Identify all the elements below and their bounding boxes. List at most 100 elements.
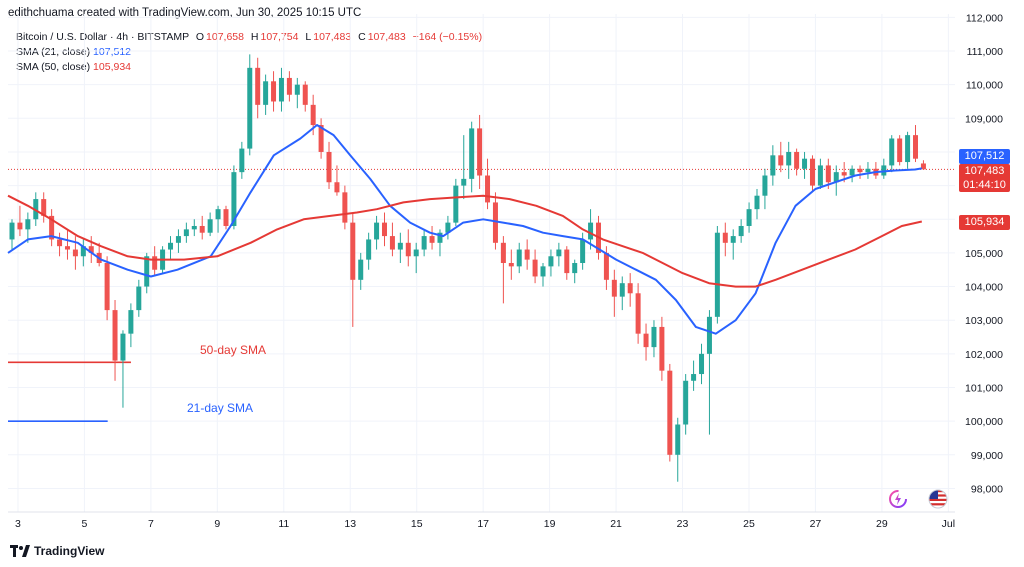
candle-body bbox=[833, 172, 839, 183]
annotation-lines bbox=[8, 361, 131, 422]
candle-body bbox=[809, 158, 815, 186]
candle bbox=[112, 300, 118, 381]
candle bbox=[532, 249, 538, 284]
candle-body bbox=[445, 222, 451, 233]
price-tick-label: 110,000 bbox=[966, 80, 1003, 92]
candle-body bbox=[104, 263, 110, 311]
candle bbox=[469, 121, 475, 193]
candle bbox=[643, 323, 649, 361]
replay-icon bbox=[889, 490, 907, 508]
candle-body bbox=[683, 380, 689, 425]
candle bbox=[374, 215, 380, 250]
candle-body bbox=[516, 249, 522, 267]
tradingview-footer[interactable]: TradingView bbox=[10, 544, 104, 558]
candle-body bbox=[722, 232, 728, 243]
candle-body bbox=[786, 151, 792, 166]
candle-body bbox=[358, 259, 364, 280]
candle-body bbox=[817, 165, 823, 186]
date-tick-label: 27 bbox=[810, 518, 822, 530]
candle bbox=[651, 320, 657, 358]
chart-grid bbox=[8, 14, 955, 513]
price-tick-label: 103,000 bbox=[965, 315, 1003, 327]
date-tick-label: 13 bbox=[344, 518, 356, 530]
creator-attribution: edithchuama created with TradingView.com… bbox=[8, 7, 362, 19]
candle-body bbox=[128, 310, 134, 334]
candle bbox=[41, 192, 47, 223]
candle-body bbox=[41, 199, 47, 216]
candle bbox=[794, 148, 800, 176]
date-tick-label: 19 bbox=[544, 518, 556, 530]
candle bbox=[746, 202, 752, 233]
candle-body bbox=[136, 286, 142, 311]
candle bbox=[540, 263, 546, 287]
price-axis: 98,000 99,000 100,000 101,000 102,000 103,000… bbox=[965, 12, 1003, 495]
candle bbox=[49, 209, 55, 247]
legend-sma21-row[interactable]: SMA (21, close) 107,512 bbox=[16, 46, 131, 58]
candle-body bbox=[461, 178, 467, 186]
date-tick-label: 9 bbox=[214, 518, 220, 530]
candle bbox=[429, 225, 435, 250]
candle-body bbox=[588, 222, 594, 240]
candle bbox=[572, 259, 578, 284]
sma21-price-tag: 107,512 bbox=[959, 149, 1010, 164]
candle-body bbox=[183, 229, 189, 237]
candle-body bbox=[223, 209, 229, 226]
symbol-name[interactable]: Bitcoin / U.S. Dollar · 4h · BITSTAMP bbox=[16, 31, 189, 43]
candle-body bbox=[239, 148, 245, 173]
candle-body bbox=[215, 209, 221, 220]
candle bbox=[88, 236, 94, 263]
candle bbox=[619, 276, 625, 311]
sma21-value: 107,512 bbox=[93, 46, 132, 58]
candle bbox=[730, 229, 736, 260]
legend-sma50-row[interactable]: SMA (50, close) 105,934 bbox=[16, 61, 131, 73]
candle bbox=[770, 145, 776, 186]
candle bbox=[699, 343, 705, 385]
candle-body bbox=[397, 242, 403, 250]
candle-body bbox=[508, 263, 514, 267]
candle-body bbox=[778, 155, 784, 166]
price-tick-label: 99,000 bbox=[971, 450, 1003, 462]
candle-body bbox=[429, 236, 435, 243]
date-tick-label: 29 bbox=[876, 518, 888, 530]
candle-body bbox=[659, 326, 665, 371]
candle-body bbox=[80, 246, 86, 257]
us-flag-button[interactable] bbox=[927, 488, 949, 510]
candle-body bbox=[152, 256, 158, 270]
candle bbox=[247, 54, 253, 156]
date-tick-label: Jul bbox=[942, 518, 955, 530]
candle-body bbox=[302, 84, 308, 105]
candle bbox=[302, 81, 308, 112]
change-value: −164 (−0.15%) bbox=[412, 31, 483, 43]
candle bbox=[548, 249, 554, 277]
candle bbox=[437, 229, 443, 257]
candle bbox=[508, 249, 514, 280]
candle-body bbox=[175, 236, 181, 243]
candle bbox=[667, 363, 673, 462]
candle-body bbox=[247, 67, 253, 149]
candle bbox=[183, 222, 189, 243]
replay-button[interactable] bbox=[887, 488, 909, 510]
candle bbox=[778, 141, 784, 173]
candle-body bbox=[33, 199, 39, 220]
price-tick-label: 102,000 bbox=[965, 349, 1003, 361]
candle-body bbox=[619, 283, 625, 297]
candle bbox=[786, 141, 792, 179]
candle bbox=[413, 242, 419, 274]
brand-name: TradingView bbox=[34, 544, 105, 558]
candle bbox=[659, 316, 665, 381]
candle-body bbox=[318, 125, 324, 152]
candle bbox=[57, 232, 63, 257]
candle bbox=[255, 57, 261, 119]
candle-body bbox=[825, 165, 831, 183]
candle-body bbox=[667, 370, 673, 455]
candle bbox=[857, 165, 863, 179]
candle-body bbox=[278, 77, 284, 102]
candles bbox=[9, 54, 926, 482]
candle-body bbox=[334, 182, 340, 193]
candle bbox=[675, 417, 681, 482]
candle bbox=[286, 71, 292, 102]
candle-body bbox=[366, 239, 372, 260]
candle-body bbox=[762, 175, 768, 196]
